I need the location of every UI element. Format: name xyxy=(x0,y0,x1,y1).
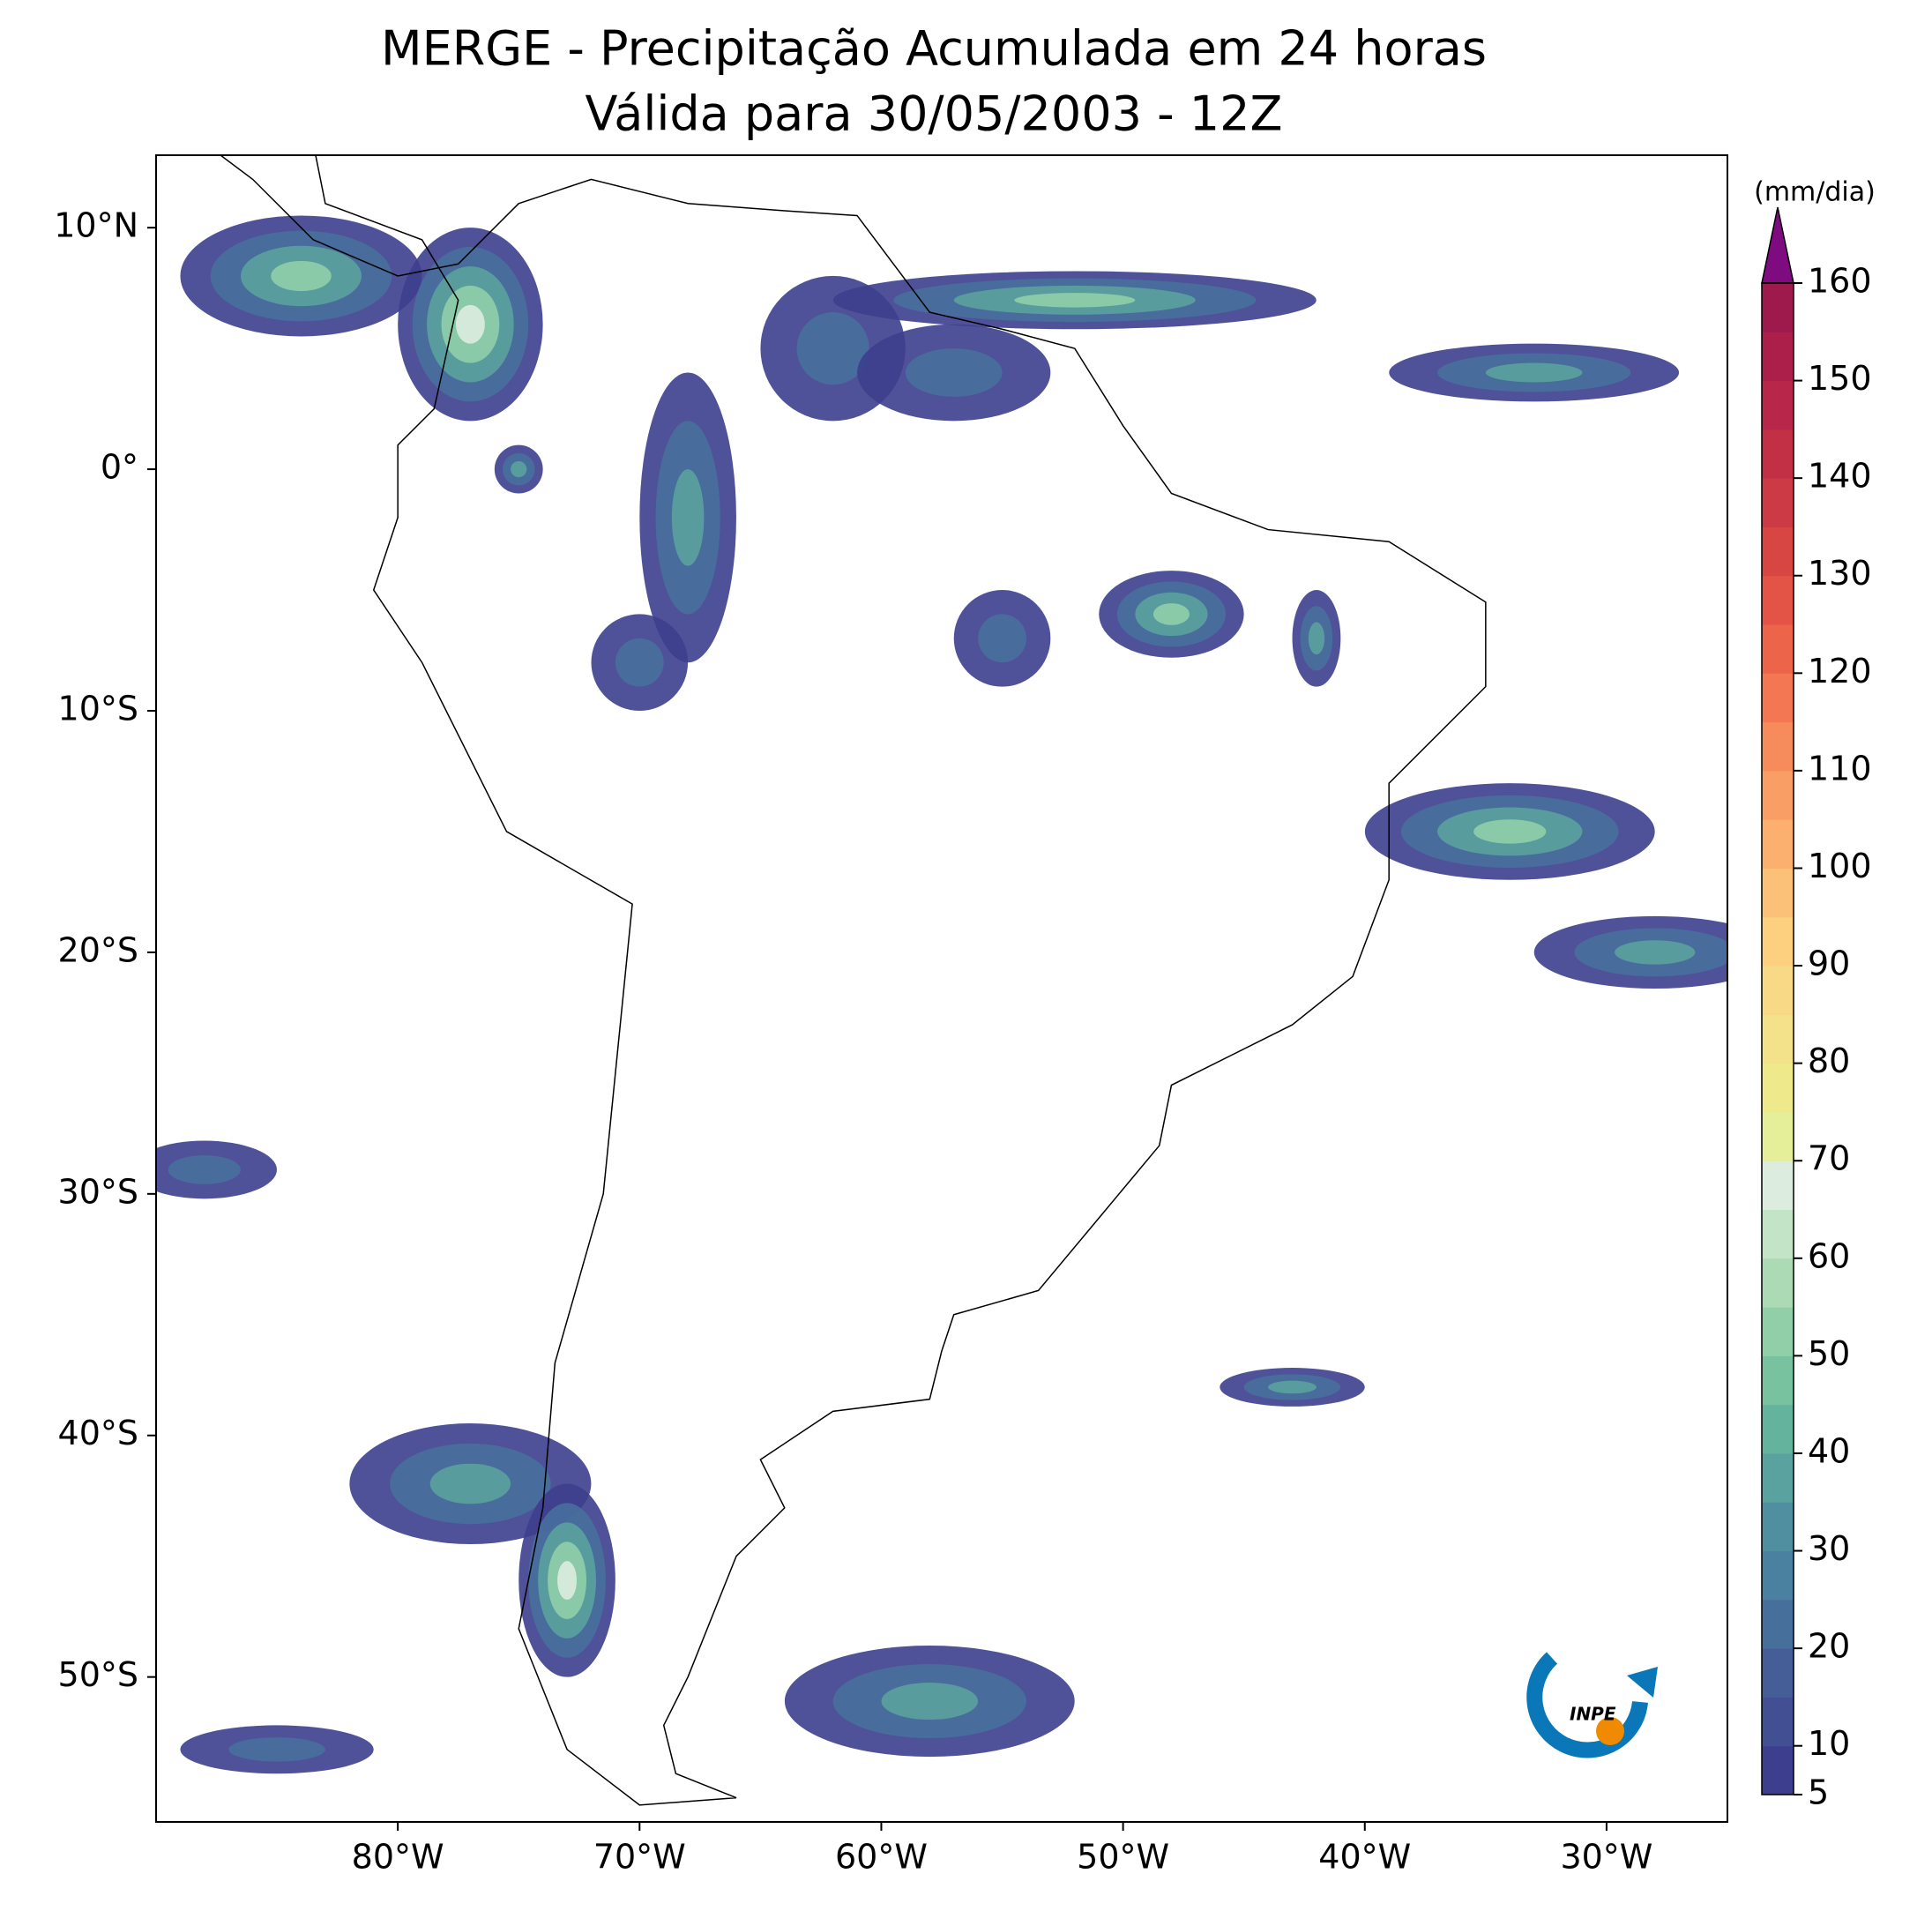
colorbar-band xyxy=(1762,1404,1794,1454)
colorbar-band xyxy=(1762,868,1794,918)
precip-area xyxy=(455,304,485,344)
colorbar-tick-label: 90 xyxy=(1808,944,1850,983)
colorbar-band xyxy=(1762,1111,1794,1161)
precip-area xyxy=(228,1737,325,1762)
precip-area xyxy=(271,260,332,292)
colorbar-band xyxy=(1762,1452,1794,1503)
colorbar-band xyxy=(1762,1209,1794,1259)
colorbar-tick-label: 140 xyxy=(1808,457,1872,496)
colorbar-tick-label: 160 xyxy=(1808,262,1872,301)
precip-area xyxy=(905,348,1003,397)
colorbar-band xyxy=(1762,1063,1794,1113)
colorbar-tick-label: 120 xyxy=(1808,652,1872,690)
colorbar-label: (mm/dia) xyxy=(1754,177,1876,208)
colorbar-band xyxy=(1762,1307,1794,1356)
y-tick-label: 10°S xyxy=(58,690,138,728)
colorbar-band xyxy=(1762,624,1794,674)
precip-area xyxy=(168,1154,241,1184)
colorbar-band xyxy=(1762,819,1794,869)
colorbar-tick-label: 100 xyxy=(1808,847,1872,885)
precip-area xyxy=(796,312,869,385)
colorbar-band xyxy=(1762,478,1794,527)
precip-area xyxy=(1473,819,1547,844)
colorbar-tick-label: 60 xyxy=(1808,1236,1850,1275)
colorbar-tick-label: 110 xyxy=(1808,749,1872,788)
colorbar-band xyxy=(1762,770,1794,820)
colorbar-band xyxy=(1762,526,1794,577)
colorbar-band xyxy=(1762,916,1794,967)
colorbar-band xyxy=(1762,1502,1794,1552)
colorbar-tick-label: 150 xyxy=(1808,359,1872,398)
colorbar-band xyxy=(1762,1355,1794,1406)
precip-area xyxy=(671,469,705,566)
precip-area xyxy=(615,638,664,687)
y-tick-label: 20°S xyxy=(58,930,138,969)
precip-area xyxy=(1152,603,1190,625)
y-tick-label: 40°S xyxy=(58,1414,138,1452)
colorbar-extend xyxy=(1761,206,1794,284)
coastline xyxy=(219,155,1487,1806)
x-tick-label: 70°W xyxy=(593,1838,686,1877)
colorbar-band xyxy=(1762,1161,1794,1211)
precip-area xyxy=(881,1683,979,1721)
map-frame xyxy=(155,154,1728,1823)
colorbar-tick-label: 80 xyxy=(1808,1041,1850,1080)
map-area xyxy=(156,155,1727,1806)
x-tick-label: 50°W xyxy=(1077,1838,1169,1877)
subtitle: Válida para 30/05/2003 - 12Z xyxy=(586,86,1283,142)
colorbar-tick-label: 30 xyxy=(1808,1529,1850,1568)
precip-area xyxy=(1485,362,1583,383)
colorbar-band xyxy=(1762,1648,1794,1698)
colorbar-band xyxy=(1762,1258,1794,1308)
precip-area xyxy=(1615,940,1696,965)
colorbar-tick-label: 50 xyxy=(1808,1334,1850,1373)
colorbar-tick-label: 130 xyxy=(1808,554,1872,593)
precip-area xyxy=(557,1561,578,1601)
logo-text: INPE xyxy=(1570,1704,1616,1725)
colorbar-band xyxy=(1762,1745,1794,1795)
colorbar-tick-label: 5 xyxy=(1808,1773,1829,1812)
colorbar-band xyxy=(1762,721,1794,772)
x-tick-label: 80°W xyxy=(352,1838,444,1877)
colorbar-band xyxy=(1762,429,1794,479)
precip-area xyxy=(978,614,1026,663)
colorbar-band xyxy=(1762,283,1794,332)
colorbar-band xyxy=(1762,1599,1794,1649)
x-tick-label: 60°W xyxy=(835,1838,928,1877)
colorbar-tick-label: 20 xyxy=(1808,1627,1850,1666)
colorbar-frame xyxy=(1761,282,1794,1795)
precip-area xyxy=(1308,622,1325,655)
colorbar-tick-label: 10 xyxy=(1808,1724,1850,1763)
colorbar-band xyxy=(1762,1014,1794,1064)
precip-area xyxy=(1014,293,1136,308)
title: MERGE - Precipitação Acumulada em 24 hor… xyxy=(381,21,1487,77)
precip-area xyxy=(1268,1380,1317,1394)
colorbar-band xyxy=(1762,575,1794,625)
y-tick-label: 10°N xyxy=(54,206,138,245)
x-tick-label: 40°W xyxy=(1318,1838,1411,1877)
y-tick-label: 50°S xyxy=(58,1655,138,1694)
y-tick-label: 30°S xyxy=(58,1172,138,1211)
colorbar-tick-label: 40 xyxy=(1808,1431,1850,1470)
colorbar-tick-label: 70 xyxy=(1808,1139,1850,1178)
colorbar-band xyxy=(1762,1550,1794,1601)
colorbar-band xyxy=(1762,332,1794,382)
logo: INPE xyxy=(1526,1652,1658,1758)
colorbar-band xyxy=(1762,966,1794,1015)
colorbar-band xyxy=(1762,1697,1794,1747)
precip-area xyxy=(429,1463,511,1504)
colorbar-band xyxy=(1762,673,1794,723)
x-tick-label: 30°W xyxy=(1560,1838,1652,1877)
precip-area xyxy=(511,460,527,478)
colorbar-band xyxy=(1762,380,1794,430)
y-tick-label: 0° xyxy=(101,448,138,487)
